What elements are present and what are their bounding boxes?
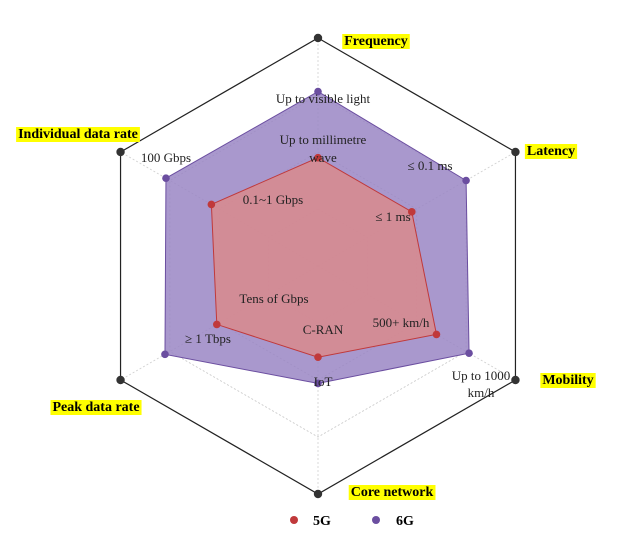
axis-label-mobility: Mobility bbox=[542, 373, 593, 388]
annotation-0: Up to visible light bbox=[276, 91, 371, 106]
point-6G-peak-data-rate bbox=[161, 350, 169, 359]
grid-ring-2 bbox=[169, 94, 467, 438]
axis-vertex-marker-1 bbox=[511, 147, 520, 157]
annotation-2: wave bbox=[309, 150, 337, 165]
axis-label-highlight-0 bbox=[342, 34, 410, 49]
axis-vertex-marker-2 bbox=[511, 375, 520, 385]
axis-label-latency: Latency bbox=[527, 144, 575, 159]
point-5G-core-network bbox=[314, 353, 322, 362]
point-5G-individual-data-rate bbox=[207, 200, 216, 209]
annotation-5: 500+ km/h bbox=[373, 315, 430, 330]
legend-label-5G: 5G bbox=[313, 514, 331, 529]
annotation-9: IoT bbox=[314, 374, 333, 389]
axis-vertex-marker-3 bbox=[313, 489, 323, 499]
annotation-3: ≤ 0.1 ms bbox=[407, 158, 452, 173]
point-5G-mobility bbox=[432, 330, 441, 339]
point-5G-latency bbox=[407, 208, 416, 216]
axis-label-highlight-4 bbox=[50, 400, 142, 415]
annotation-4: ≤ 1 ms bbox=[375, 209, 410, 224]
point-6G-core-network bbox=[314, 379, 322, 388]
annotation-11: ≥ 1 Tbps bbox=[185, 331, 231, 346]
annotation-10: Tens of Gbps bbox=[239, 291, 308, 306]
annotation-13: 100 Gbps bbox=[141, 150, 191, 165]
axis-label-highlight-3 bbox=[348, 485, 436, 500]
point-6G-frequency bbox=[314, 87, 322, 96]
axis-label-core-network: Core network bbox=[351, 485, 434, 500]
axis-label-individual-data-rate: Individual data rate bbox=[18, 127, 138, 142]
axis-label-highlight-1 bbox=[524, 144, 578, 159]
annotation-7: km/h bbox=[468, 385, 495, 400]
legend-marker-6G bbox=[372, 516, 380, 524]
annotation-12: 0.1~1 Gbps bbox=[243, 192, 303, 207]
axis-vertex-marker-4 bbox=[116, 375, 125, 385]
legend-marker-5G bbox=[290, 516, 298, 524]
axis-label-frequency: Frequency bbox=[344, 34, 408, 49]
annotation-1: Up to millimetre bbox=[280, 132, 367, 147]
point-5G-peak-data-rate bbox=[213, 320, 221, 329]
legend: 5G 6G bbox=[290, 514, 414, 529]
axis-label-highlight-5 bbox=[16, 127, 140, 142]
point-6G-individual-data-rate bbox=[162, 174, 170, 183]
axis-label-highlight-2 bbox=[540, 373, 596, 388]
axis-vertex-marker-5 bbox=[116, 147, 125, 157]
axis-label-peak-data-rate: Peak data rate bbox=[52, 400, 139, 415]
point-6G-latency bbox=[462, 176, 470, 185]
annotation-6: Up to 1000 bbox=[452, 368, 511, 383]
legend-label-6G: 6G bbox=[396, 514, 414, 529]
axis-vertex-marker-0 bbox=[313, 33, 323, 43]
point-5G-frequency bbox=[314, 153, 322, 162]
point-6G-mobility bbox=[465, 349, 473, 358]
annotation-8: C-RAN bbox=[303, 322, 344, 337]
